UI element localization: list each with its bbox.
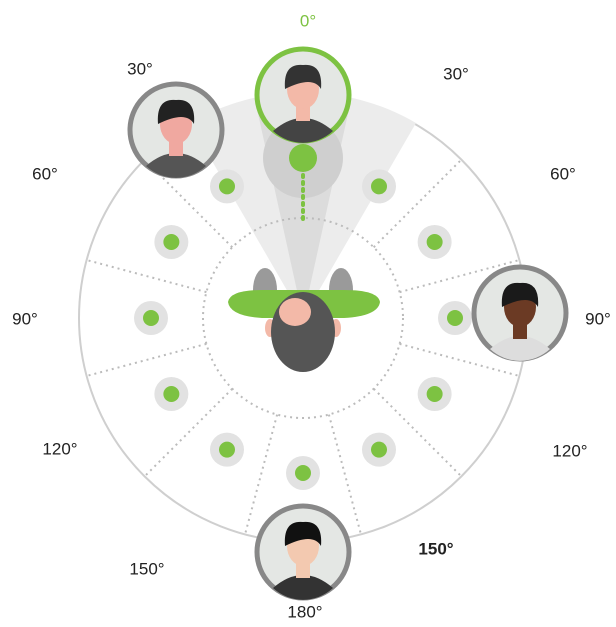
- angle-label: 90°: [585, 309, 611, 328]
- spoke: [87, 260, 207, 292]
- dot: [447, 310, 463, 326]
- dot: [371, 442, 387, 458]
- dot: [143, 310, 159, 326]
- angle-label: 60°: [32, 164, 58, 183]
- dot: [163, 386, 179, 402]
- dot: [163, 234, 179, 250]
- angle-label: 30°: [443, 64, 469, 83]
- dot: [295, 465, 311, 481]
- angle-label: 150°: [418, 539, 453, 558]
- angle-label: 150°: [129, 559, 164, 578]
- angle-label: 90°: [12, 309, 38, 328]
- angle-label: 120°: [42, 439, 77, 458]
- angle-label: 60°: [550, 164, 576, 183]
- angle-label: 0°: [300, 11, 316, 30]
- angle-label: 180°: [287, 602, 322, 621]
- listener-face: [279, 298, 311, 326]
- dot: [427, 386, 443, 402]
- focus-dot: [289, 144, 317, 172]
- hearing-angle-diagram: 0° 30° 30° 60° 60° 90° 90° 120° 120° 150…: [0, 0, 616, 627]
- dot: [427, 234, 443, 250]
- dot: [219, 442, 235, 458]
- dot: [219, 178, 235, 194]
- angle-label: 120°: [552, 441, 587, 460]
- spoke: [87, 344, 207, 376]
- angle-label: 30°: [127, 59, 153, 78]
- dot: [371, 178, 387, 194]
